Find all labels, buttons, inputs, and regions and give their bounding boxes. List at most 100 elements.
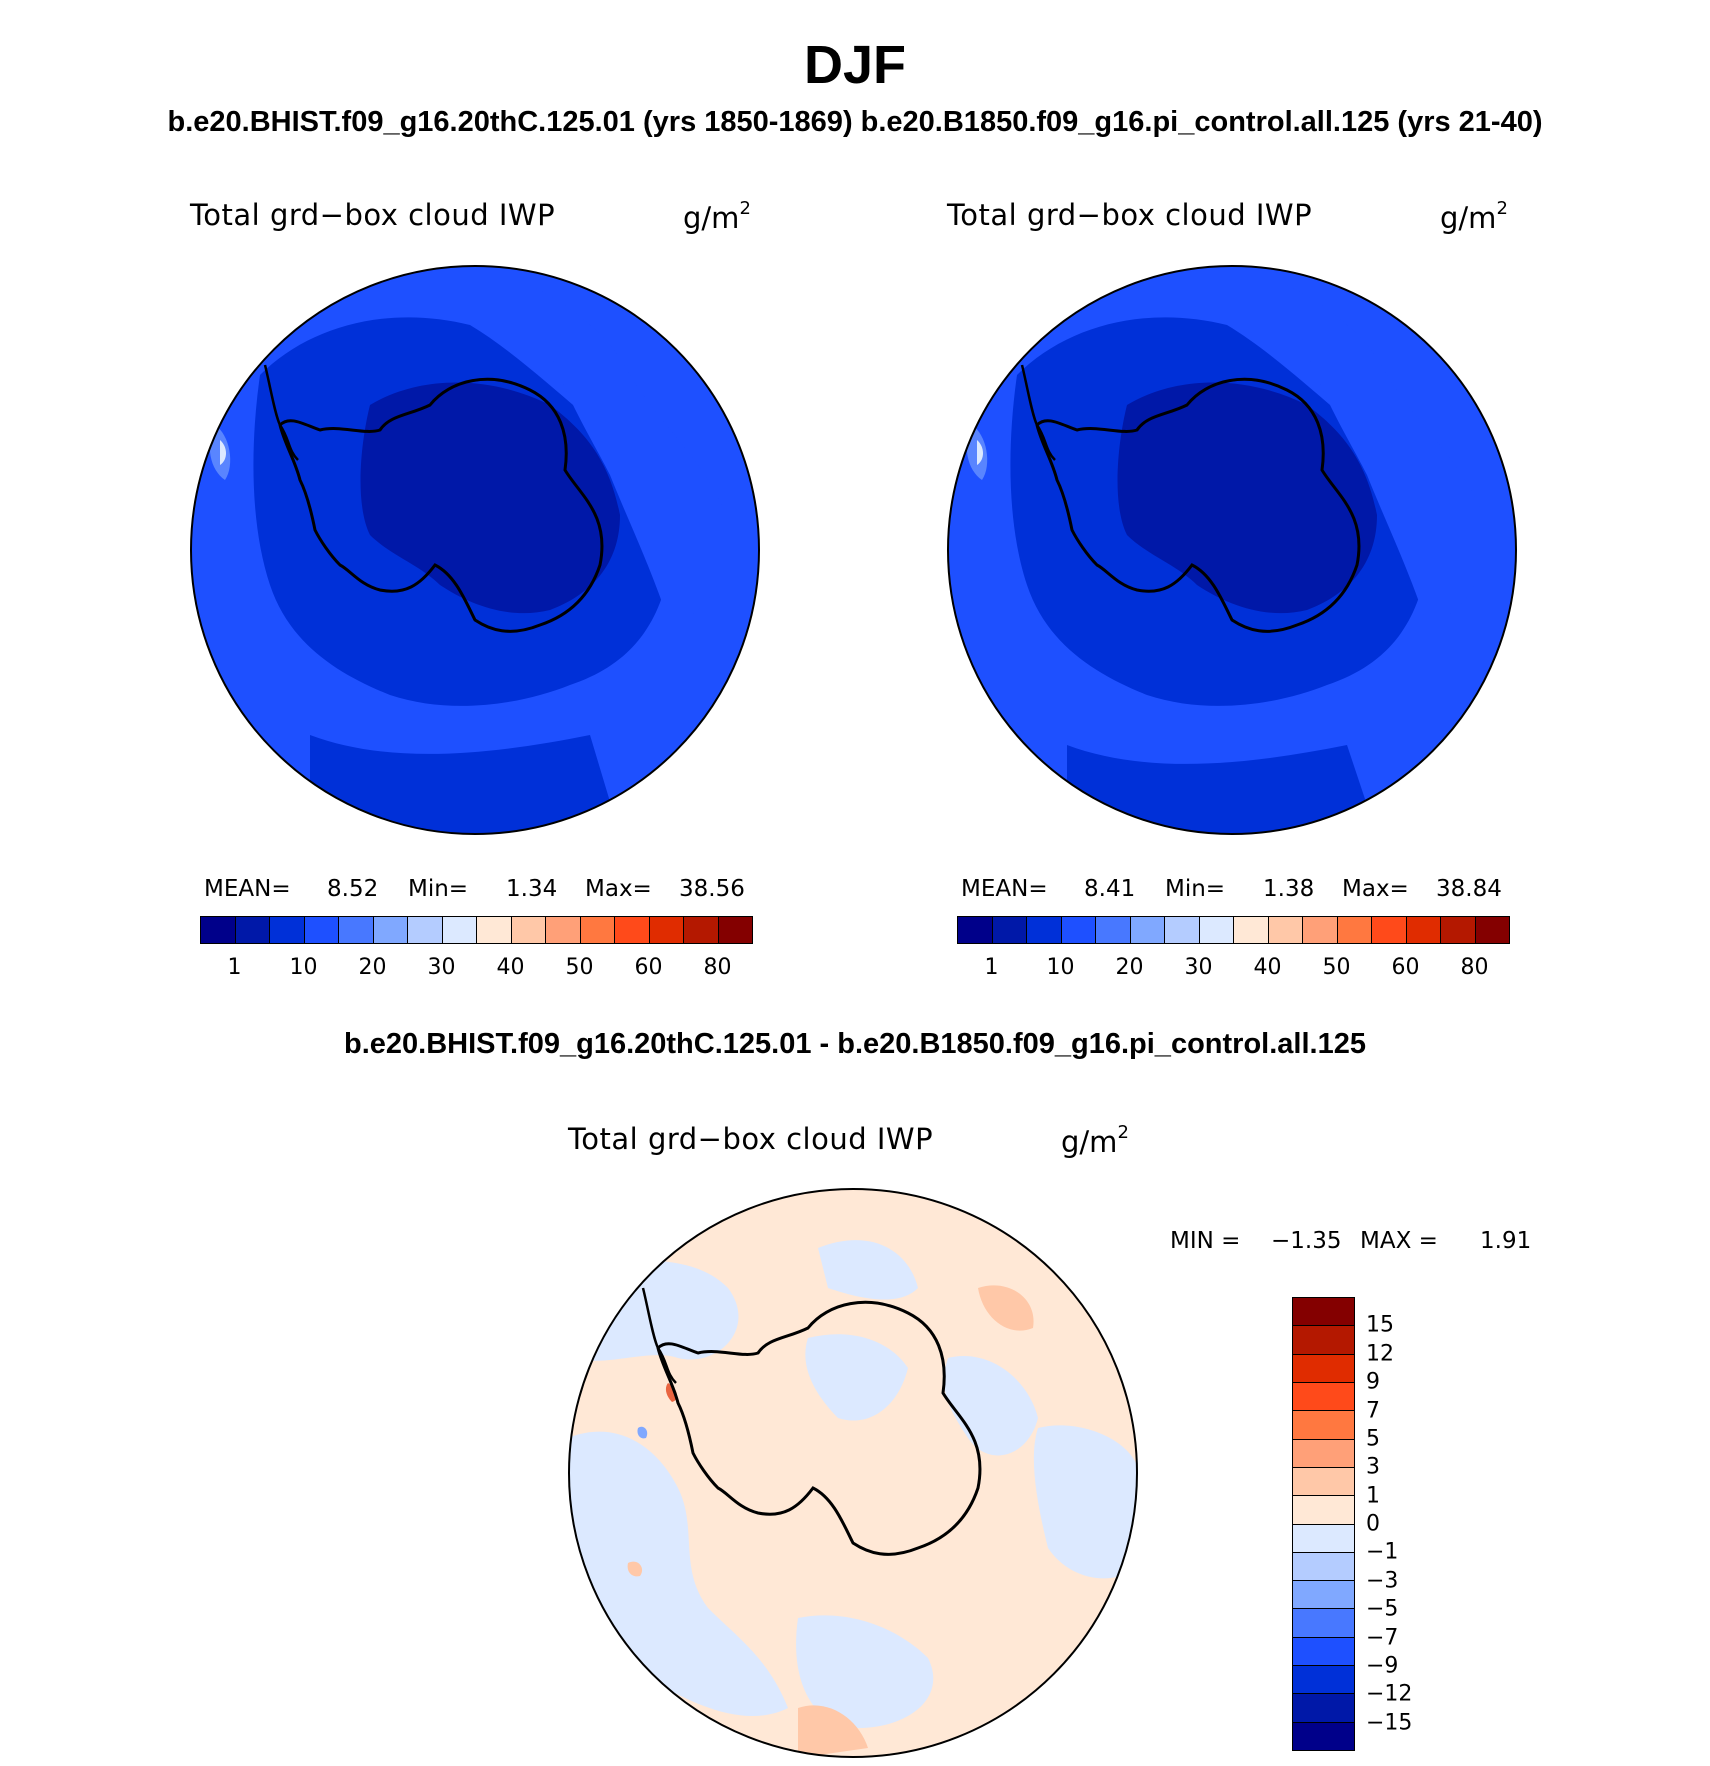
colorbar-swatch	[1293, 1496, 1354, 1525]
colorbar-tick: 15	[1366, 1312, 1394, 1338]
colorbar-swatch	[1293, 1326, 1354, 1355]
diff-colorbar-ticks: 15 12 9 7 5 3 1 0 −1 −3 −5 −7 −9 −12 −15	[1366, 1297, 1466, 1751]
colorbar-tick: 50	[565, 955, 594, 980]
colorbar-swatch	[649, 917, 684, 943]
colorbar-swatch	[1293, 1354, 1354, 1383]
colorbar-tick: −9	[1366, 1653, 1399, 1679]
colorbar-swatch	[1372, 917, 1407, 943]
colorbar-swatch	[1293, 1411, 1354, 1440]
colorbar-swatch	[1268, 917, 1303, 943]
colorbar-tick: 50	[1322, 955, 1351, 980]
panel1-variable: Total grd−box cloud IWP	[190, 198, 556, 232]
panel2-max-value: 38.84	[1436, 876, 1502, 902]
colorbar-swatch	[270, 917, 305, 943]
diff-variable: Total grd−box cloud IWP	[568, 1122, 934, 1156]
panel2-min-value: 1.38	[1263, 876, 1315, 902]
colorbar-tick: 1	[984, 955, 999, 980]
colorbar-swatch	[1130, 917, 1165, 943]
colorbar-swatch	[546, 917, 581, 943]
colorbar-tick: 20	[1115, 955, 1144, 980]
diff-max-value: 1.91	[1480, 1228, 1532, 1254]
panel1-max-value: 38.56	[679, 876, 745, 902]
colorbar-swatch	[1293, 1694, 1354, 1723]
panel1-min-label: Min=	[408, 876, 469, 902]
panel1-max-label: Max=	[585, 876, 652, 902]
colorbar-tick: 10	[1046, 955, 1075, 980]
panel1-colorbar	[200, 916, 753, 944]
colorbar-swatch	[1293, 1552, 1354, 1582]
subtitle: b.e20.BHIST.f09_g16.20thC.125.01 (yrs 18…	[167, 106, 1543, 138]
colorbar-swatch	[339, 917, 374, 943]
colorbar-swatch	[992, 917, 1027, 943]
panel2-max-label: Max=	[1342, 876, 1409, 902]
colorbar-swatch	[201, 917, 236, 943]
diff-title: b.e20.BHIST.f09_g16.20thC.125.01 - b.e20…	[344, 1028, 1366, 1060]
colorbar-swatch	[1475, 917, 1509, 943]
colorbar-swatch	[958, 917, 993, 943]
colorbar-tick: 1	[1366, 1483, 1380, 1509]
colorbar-swatch	[1293, 1722, 1354, 1750]
colorbar-swatch	[1199, 917, 1234, 943]
panel2-map	[947, 265, 1517, 835]
main-title: DJF	[803, 35, 906, 95]
colorbar-tick: −5	[1366, 1596, 1399, 1622]
diff-colorbar	[1292, 1297, 1355, 1751]
panel2-unit: g/m2	[1440, 198, 1508, 235]
colorbar-tick: −1	[1366, 1539, 1399, 1565]
colorbar-swatch	[718, 917, 752, 943]
panel2-mean-label: MEAN=	[961, 876, 1048, 902]
colorbar-tick: 20	[358, 955, 387, 980]
colorbar-swatch	[373, 917, 408, 943]
panel2-colorbar	[957, 916, 1510, 944]
colorbar-tick: 10	[289, 955, 318, 980]
colorbar-swatch	[1337, 917, 1372, 943]
colorbar-tick: 9	[1366, 1369, 1380, 1395]
colorbar-tick: 80	[703, 955, 732, 980]
colorbar-swatch	[477, 917, 512, 943]
colorbar-swatch	[442, 917, 477, 943]
colorbar-tick: 12	[1366, 1341, 1394, 1367]
panel1-stats: MEAN= 8.52 Min= 1.34 Max= 38.56	[204, 876, 764, 906]
colorbar-tick: 1	[227, 955, 242, 980]
colorbar-tick: 7	[1366, 1398, 1380, 1423]
colorbar-swatch	[615, 917, 650, 943]
diff-unit: g/m2	[1061, 1122, 1129, 1159]
colorbar-swatch	[1293, 1609, 1354, 1638]
colorbar-swatch	[1027, 917, 1062, 943]
colorbar-tick: 60	[1391, 955, 1420, 980]
colorbar-swatch	[1441, 917, 1476, 943]
colorbar-swatch	[1165, 917, 1200, 943]
colorbar-tick: 80	[1460, 955, 1489, 980]
colorbar-tick: 40	[1253, 955, 1282, 980]
colorbar-tick: −12	[1366, 1681, 1413, 1707]
panel2-variable: Total grd−box cloud IWP	[947, 198, 1313, 232]
colorbar-tick: 40	[496, 955, 525, 980]
panel1-unit: g/m2	[683, 198, 751, 235]
colorbar-tick: 30	[1184, 955, 1213, 980]
colorbar-swatch	[1061, 917, 1096, 943]
panel2-mean-value: 8.41	[1084, 876, 1136, 902]
colorbar-tick: −15	[1366, 1710, 1413, 1736]
diff-max-label: MAX =	[1360, 1228, 1438, 1254]
colorbar-swatch	[1293, 1382, 1354, 1412]
panel2-min-label: Min=	[1165, 876, 1226, 902]
colorbar-tick: 5	[1366, 1426, 1380, 1452]
colorbar-tick: 30	[427, 955, 456, 980]
panel1-map	[190, 265, 760, 835]
colorbar-tick: 3	[1366, 1454, 1380, 1480]
colorbar-swatch	[235, 917, 270, 943]
colorbar-swatch	[1293, 1298, 1354, 1327]
colorbar-tick: −7	[1366, 1625, 1399, 1650]
colorbar-swatch	[1293, 1637, 1354, 1667]
panel2-stats: MEAN= 8.41 Min= 1.38 Max= 38.84	[961, 876, 1521, 906]
panel1-mean-value: 8.52	[327, 876, 379, 902]
diff-min-label: MIN =	[1170, 1228, 1241, 1254]
colorbar-swatch	[1234, 917, 1269, 943]
panel2-colorbar-ticks: 1 10 20 30 40 50 60 80	[957, 955, 1510, 983]
colorbar-swatch	[1293, 1666, 1354, 1695]
panel1-colorbar-ticks: 1 10 20 30 40 50 60 80	[200, 955, 753, 983]
colorbar-tick: 60	[634, 955, 663, 980]
colorbar-swatch	[1293, 1439, 1354, 1468]
colorbar-swatch	[1293, 1581, 1354, 1610]
colorbar-swatch	[304, 917, 339, 943]
